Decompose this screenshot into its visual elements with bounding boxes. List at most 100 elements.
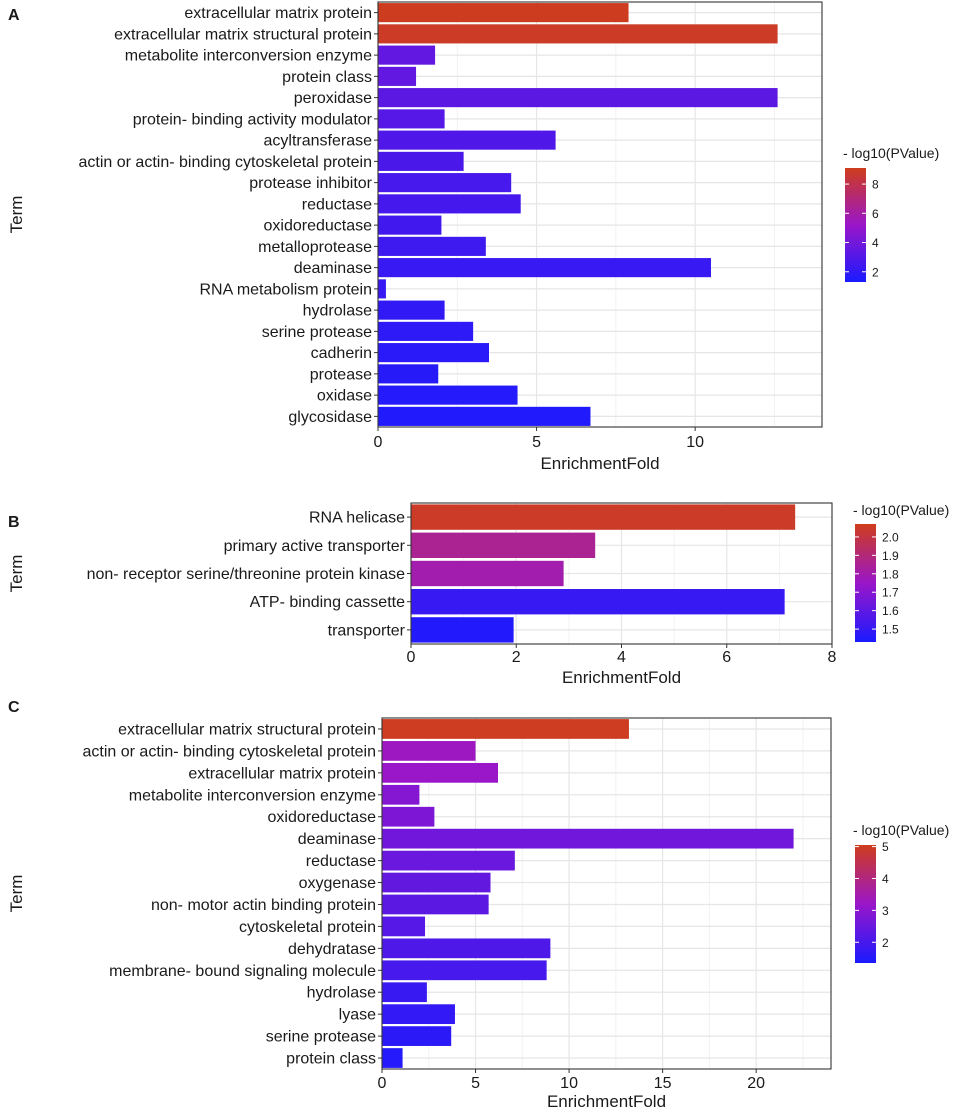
bar [378,236,486,256]
legend-tick-label: 4 [872,236,879,250]
x-tick-label: 2 [512,649,521,666]
category-label: protein- binding activity modulator [133,111,373,128]
x-tick-label: 0 [407,649,416,666]
category-label: serine protease [266,1029,376,1046]
x-tick-label: 4 [617,649,626,666]
category-label: dehydratase [288,941,376,958]
bar [411,589,785,615]
panel-label: A [8,7,20,24]
bar [378,88,778,108]
category-label: extracellular matrix protein [184,5,372,22]
bar [382,806,435,827]
bar [378,364,439,384]
category-label: RNA helicase [309,510,405,527]
color-legend: - log10(PValue) 2 3 4 5 [853,822,949,963]
x-tick-label: 0 [374,434,383,451]
bar [378,385,518,405]
y-axis-label: Term [7,196,26,234]
legend-tick-label: 1.9 [882,549,899,563]
x-tick-label: 5 [471,1075,480,1092]
y-axis-label: Term [7,875,26,913]
bar [378,3,629,23]
legend-tick-label: 8 [872,178,879,192]
legend-tick-label: 5 [882,840,889,854]
panel-label: C [8,699,20,716]
category-label: protein class [286,1051,376,1068]
bar [378,130,556,150]
category-label: oxygenase [299,875,376,892]
bar [378,24,778,44]
bar [382,938,551,959]
category-label: non- receptor serine/threonine protein k… [87,566,406,583]
bar [411,504,796,530]
bar [378,279,386,299]
panel-c: extracellular matrix structural protein a… [7,699,949,1111]
bar [382,872,491,893]
legend-tick-label: 3 [882,904,889,918]
bar [378,215,442,235]
bar [378,343,489,363]
x-tick-label: 10 [560,1075,578,1092]
bar [382,784,420,805]
bar [411,560,564,587]
bar [378,45,436,65]
category-label: deaminase [298,831,376,848]
bar [382,828,794,849]
category-label: protein class [282,69,372,86]
plot-background [378,2,822,427]
plot-border [377,1,823,428]
color-legend: - log10(PValue) 2 4 6 8 [843,145,939,282]
category-label: cadherin [311,345,372,362]
legend-title: - log10(PValue) [853,822,949,838]
panel-a: extracellular matrix protein extracellula… [7,1,939,473]
category-label: metabolite interconversion enzyme [125,48,372,65]
bar [411,617,514,643]
bar [382,1026,452,1046]
category-label: RNA metabolism protein [199,281,372,298]
category-label: acyltransferase [264,133,373,150]
bar [411,532,596,558]
bar [382,960,547,981]
category-label: cytoskeletal protein [239,919,376,936]
x-axis-label: EnrichmentFold [562,668,681,687]
bar [378,173,512,193]
bar [378,151,464,171]
bar [378,258,711,278]
bar [382,894,489,915]
x-axis-label: EnrichmentFold [540,454,659,473]
y-axis-label: Term [7,555,26,593]
category-label: reductase [306,853,376,870]
panel-label: B [8,514,20,531]
legend-colorbar [855,845,876,963]
category-label: non- motor actin binding protein [151,897,376,914]
category-label: oxidoreductase [263,218,372,235]
category-label: hydrolase [303,303,372,320]
bar [378,194,521,214]
legend-title: - log10(PValue) [843,145,939,161]
legend-tick-label: 1.7 [882,586,899,600]
category-label: oxidoreductase [267,809,376,826]
x-tick-label: 10 [686,434,704,451]
bar [382,741,476,761]
bar [378,66,417,86]
category-label: metalloprotease [258,239,372,256]
category-label: protease inhibitor [249,175,372,192]
bar [382,762,498,783]
legend-tick-label: 1.5 [882,623,899,637]
category-label: lyase [339,1007,376,1024]
x-tick-label: 8 [828,649,837,666]
legend-tick-label: 2.0 [882,530,899,544]
category-label: metabolite interconversion enzyme [129,787,376,804]
category-label: extracellular matrix protein [188,765,376,782]
bar [382,1048,403,1068]
legend-tick-label: 6 [872,207,879,221]
plot-border [381,717,832,1070]
bar [378,109,445,129]
bar [382,1004,455,1025]
bar [382,719,629,739]
category-label: protease [310,366,372,383]
bar [378,321,474,341]
x-tick-label: 6 [722,649,731,666]
category-label: membrane- bound signaling molecule [109,963,376,980]
